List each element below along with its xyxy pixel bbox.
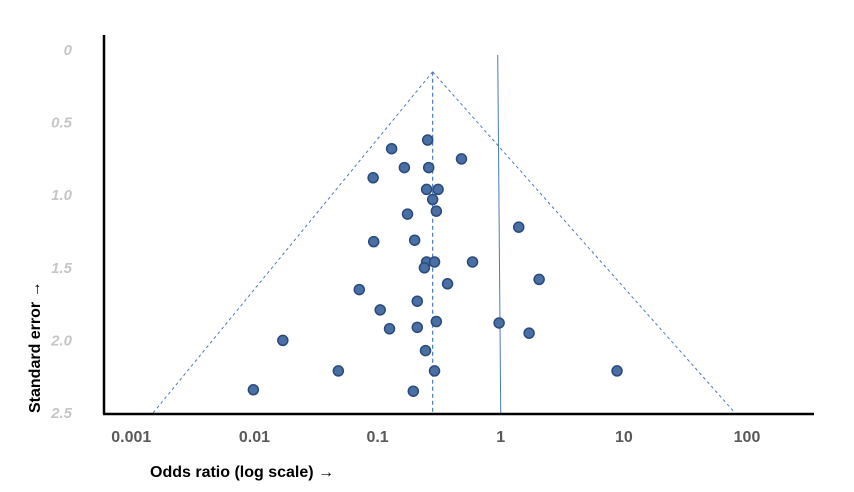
x-axis-label: Odds ratio (log scale) →: [150, 464, 334, 481]
y-tick-label: 2.5: [50, 405, 73, 422]
data-point: [353, 283, 366, 296]
x-tick-label: 0.1: [366, 429, 388, 446]
x-tick-label: 10: [615, 429, 633, 446]
data-point: [420, 183, 433, 196]
data-point: [430, 315, 443, 328]
data-point: [398, 161, 411, 174]
data-point: [367, 235, 380, 248]
data-point: [411, 295, 424, 307]
data-points: [247, 134, 623, 397]
data-point: [407, 385, 420, 397]
data-point: [277, 334, 289, 347]
data-point: [247, 384, 260, 396]
y-tick-label: 2.0: [50, 332, 73, 349]
data-point: [421, 134, 434, 146]
data-point: [432, 183, 444, 196]
funnel-left-boundary: [152, 71, 434, 414]
data-point: [611, 365, 623, 377]
y-tick-label: 1.0: [51, 187, 73, 204]
data-point: [418, 262, 431, 274]
data-point: [383, 323, 396, 335]
data-point: [426, 193, 439, 206]
data-point: [374, 304, 386, 316]
data-point: [332, 365, 345, 377]
data-point: [430, 205, 443, 217]
y-tick-labels: 0 0.5 1.0 1.5 2.0 2.5: [50, 42, 73, 422]
data-point: [401, 208, 414, 220]
data-point: [367, 172, 379, 184]
axes: [102, 35, 814, 416]
data-point: [493, 317, 505, 329]
data-point: [385, 142, 398, 155]
data-point: [512, 221, 525, 233]
x-tick-label: 1: [496, 429, 505, 446]
funnel-overlay: [152, 54, 736, 414]
x-tick-labels: 0.001 0.01 0.1 1 10 100: [111, 429, 760, 446]
y-tick-label: 1.5: [51, 260, 73, 277]
null-effect-line: [497, 54, 502, 414]
funnel-right-boundary: [432, 71, 736, 414]
data-point: [408, 234, 421, 246]
data-point: [419, 344, 432, 357]
data-point: [523, 327, 535, 339]
y-tick-label: 0.5: [51, 115, 73, 132]
x-tick-label: 0.001: [111, 429, 151, 446]
x-tick-label: 0.01: [239, 429, 270, 446]
y-tick-label: 0: [64, 42, 73, 59]
data-point: [422, 161, 435, 174]
data-point: [533, 273, 545, 286]
data-point: [411, 321, 424, 334]
data-point: [428, 256, 441, 268]
y-axis-label: Standard error →: [27, 281, 44, 413]
data-point: [441, 278, 454, 290]
data-point: [428, 365, 441, 377]
data-point: [466, 256, 479, 268]
data-point: [455, 153, 468, 165]
x-tick-label: 100: [734, 429, 761, 446]
